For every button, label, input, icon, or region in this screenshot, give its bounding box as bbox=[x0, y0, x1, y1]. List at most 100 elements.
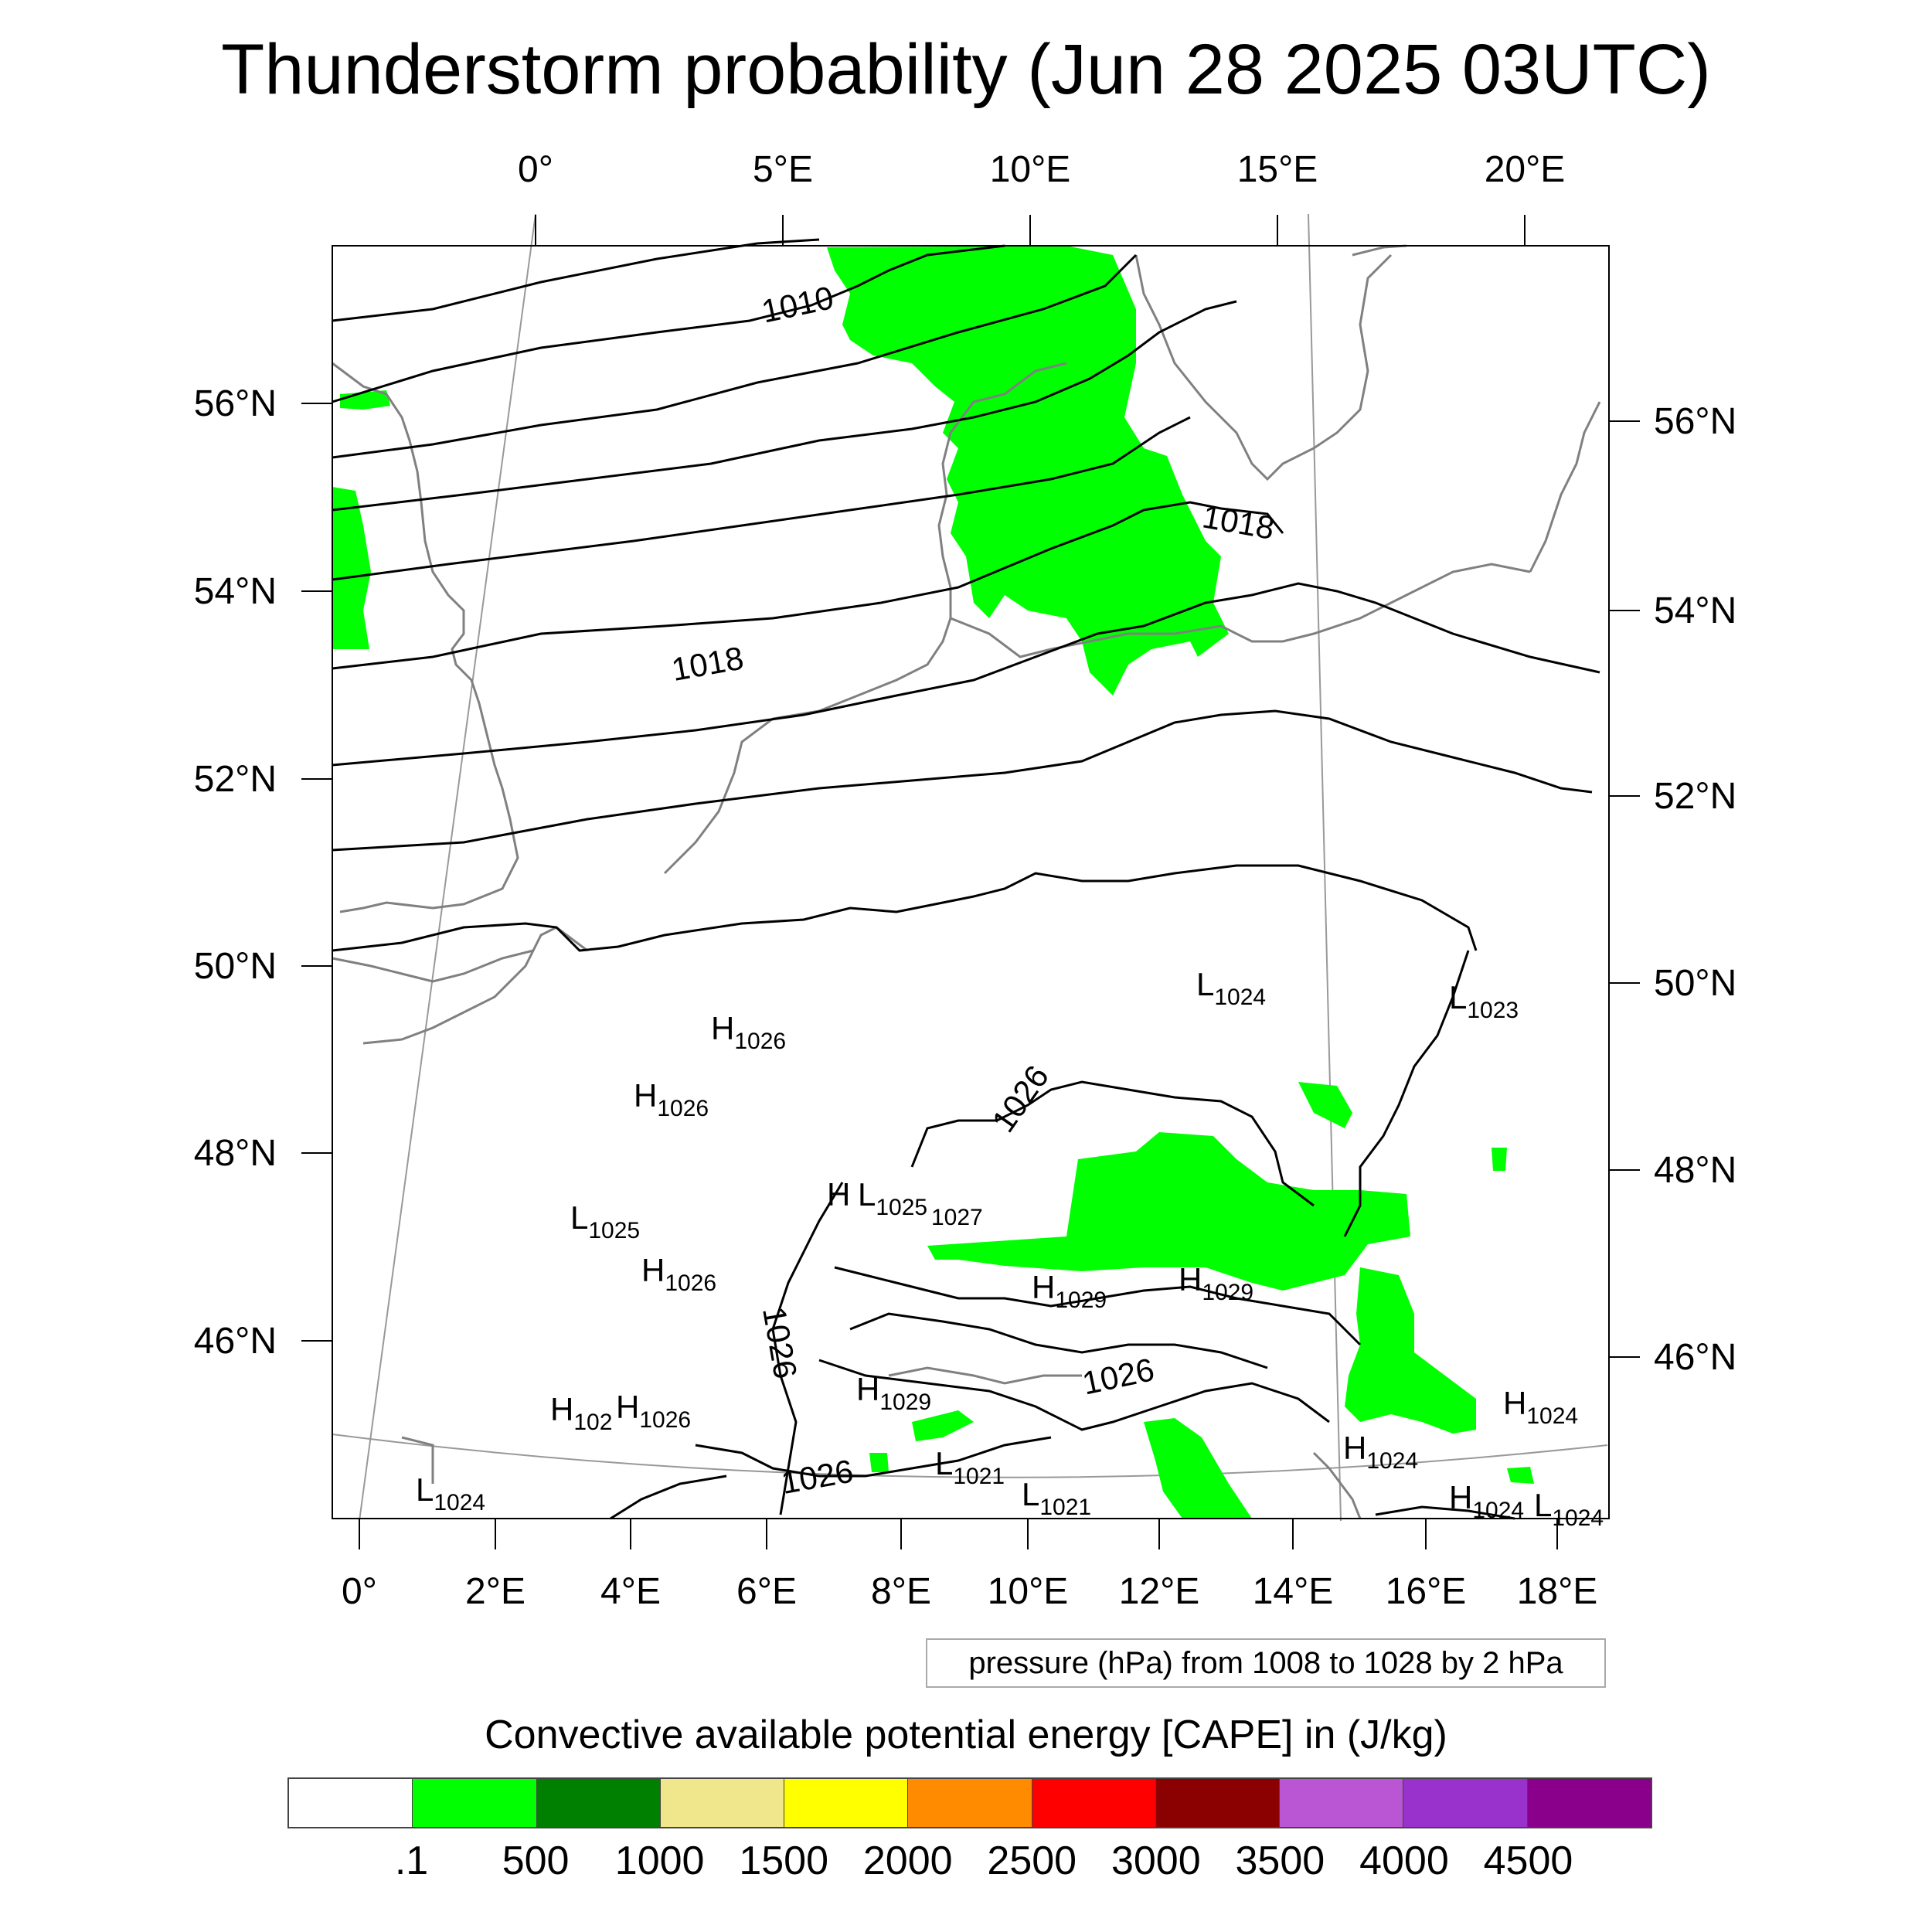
isobar-14 bbox=[849, 1312, 1268, 1369]
pressure-info-box: pressure (hPa) from 1008 to 1028 by 2 hP… bbox=[926, 1638, 1606, 1688]
legend-swatch bbox=[1155, 1779, 1281, 1827]
isobar-12 bbox=[771, 1182, 844, 1515]
legend-swatch bbox=[908, 1779, 1032, 1827]
legend-label: .1 bbox=[394, 1838, 429, 1883]
bottom-tick-label: 12°E bbox=[1119, 1571, 1200, 1612]
legend-label: 2000 bbox=[862, 1838, 953, 1883]
cape-area-alps-west bbox=[912, 1410, 974, 1441]
coastline-adriatic bbox=[1312, 1451, 1362, 1519]
pressure-center: L1021 bbox=[1022, 1476, 1091, 1520]
coastline-france-north bbox=[362, 926, 588, 1045]
pressure-center: H1026 bbox=[711, 1010, 786, 1054]
top-tick-label: 20°E bbox=[1485, 149, 1566, 190]
cape-area-hungary bbox=[1507, 1467, 1534, 1484]
legend-swatch bbox=[660, 1779, 785, 1827]
bottom-tick-label: 6°E bbox=[736, 1571, 797, 1612]
left-tick-label: 56°N bbox=[194, 383, 277, 424]
bottom-tick-label: 14°E bbox=[1253, 1571, 1334, 1612]
legend-swatch bbox=[289, 1779, 413, 1827]
isobar-10 bbox=[1343, 950, 1470, 1237]
pressure-center: L1023 bbox=[1449, 979, 1519, 1023]
right-tick-label: 48°N bbox=[1654, 1150, 1736, 1191]
coastline-norway bbox=[1352, 244, 1407, 257]
meridian-15e bbox=[1308, 213, 1342, 1522]
legend-swatch bbox=[1032, 1779, 1156, 1827]
right-tick-label: 54°N bbox=[1654, 590, 1736, 631]
isobar-label: 1010 bbox=[758, 279, 836, 329]
cape-area-austria bbox=[1345, 1267, 1476, 1434]
top-tick-label: 15°E bbox=[1237, 149, 1318, 190]
pressure-center: H1026 bbox=[616, 1389, 691, 1433]
bottom-tick-label: 10°E bbox=[988, 1571, 1069, 1612]
coastline-uk-south bbox=[332, 949, 534, 983]
coastline-uk-east bbox=[332, 362, 519, 913]
pressure-center: H bbox=[827, 1176, 850, 1213]
isobar-label: 1026 bbox=[985, 1059, 1056, 1138]
isobar-17 bbox=[610, 1475, 727, 1520]
isobar-16 bbox=[695, 1436, 1052, 1478]
isobar-9 bbox=[332, 864, 1478, 952]
isobar-label: 1018 bbox=[668, 639, 746, 688]
pressure-center: H102 bbox=[550, 1391, 612, 1435]
bottom-tick-label: 8°E bbox=[871, 1571, 931, 1612]
cape-area-slovakia bbox=[1492, 1148, 1507, 1171]
parallel-45n bbox=[332, 1434, 1608, 1478]
isobar-1 bbox=[332, 238, 820, 322]
pressure-center: H1026 bbox=[634, 1077, 709, 1121]
isobar-6 bbox=[332, 501, 1284, 670]
isobar-18 bbox=[1375, 1505, 1515, 1520]
isobar-4 bbox=[332, 300, 1237, 512]
left-tick-label: 46°N bbox=[194, 1321, 277, 1362]
isobar-13 bbox=[834, 1266, 1362, 1346]
pressure-centers: H1026 H1026 L1025 H1026 H L1025 1027 H10… bbox=[416, 966, 1604, 1531]
legend-label: 500 bbox=[502, 1838, 570, 1883]
coastlines bbox=[332, 244, 1601, 1519]
bottom-tick-label: 2°E bbox=[465, 1571, 526, 1612]
legend-label: 1500 bbox=[739, 1838, 829, 1883]
color-legend-bar bbox=[287, 1777, 1652, 1828]
right-axis-labels: 56°N 54°N 52°N 50°N 48°N 46°N bbox=[1654, 401, 1736, 1378]
bottom-axis-labels: 0° 2°E 4°E 6°E 8°E 10°E 12°E 14°E 16°E 1… bbox=[342, 1571, 1597, 1612]
cape-area-denmark bbox=[827, 246, 1229, 696]
map-title: Thunderstorm probability (Jun 28 2025 03… bbox=[221, 30, 1711, 109]
top-tick-label: 10°E bbox=[990, 149, 1071, 190]
pressure-center: H1026 bbox=[641, 1252, 716, 1296]
legend-swatch bbox=[536, 1779, 661, 1827]
right-tick-label: 50°N bbox=[1654, 963, 1736, 1004]
coastline-scotland-isle bbox=[401, 1436, 434, 1484]
left-tick-label: 48°N bbox=[194, 1133, 277, 1174]
legend-label: 4000 bbox=[1359, 1838, 1449, 1883]
pressure-center: H1024 bbox=[1449, 1479, 1524, 1523]
map-frame bbox=[332, 245, 1610, 1519]
left-tick-label: 54°N bbox=[194, 571, 277, 612]
color-legend-labels: .1 500 1000 1500 2000 2500 3000 3500 4000 4500 bbox=[0, 1838, 1932, 1892]
legend-swatch bbox=[1527, 1779, 1651, 1827]
border-alps bbox=[888, 1366, 1082, 1385]
legend-swatch bbox=[784, 1779, 909, 1827]
isobar-11 bbox=[910, 1080, 1315, 1207]
cape-area-italy bbox=[1144, 1418, 1252, 1519]
isobar-7 bbox=[332, 582, 1600, 767]
left-axis-labels: 56°N 54°N 52°N 50°N 48°N 46°N bbox=[194, 383, 277, 1362]
coastline-baltic-south bbox=[950, 563, 1531, 658]
cape-area-uk-east bbox=[332, 487, 371, 649]
legend-label: 3500 bbox=[1235, 1838, 1325, 1883]
top-tick-label: 0° bbox=[518, 149, 553, 190]
pressure-center: 1027 bbox=[931, 1205, 983, 1230]
isobar-15 bbox=[818, 1359, 1330, 1431]
bottom-tick-label: 0° bbox=[342, 1571, 377, 1612]
pressure-center: H1029 bbox=[856, 1371, 931, 1415]
pressure-center: H1024 bbox=[1503, 1385, 1578, 1429]
cape-area-poland-south bbox=[1298, 1082, 1352, 1128]
tick-marks bbox=[301, 215, 1640, 1549]
legend-label: 1000 bbox=[614, 1838, 705, 1883]
left-tick-label: 52°N bbox=[194, 759, 277, 800]
pressure-center: L1024 bbox=[1534, 1487, 1604, 1531]
pressure-center: L1024 bbox=[1196, 966, 1266, 1010]
legend-label: 2500 bbox=[987, 1838, 1077, 1883]
cape-areas bbox=[332, 246, 1534, 1519]
isobar-8 bbox=[332, 709, 1593, 852]
pressure-center: H1029 bbox=[1179, 1261, 1253, 1305]
top-tick-label: 5°E bbox=[753, 149, 813, 190]
